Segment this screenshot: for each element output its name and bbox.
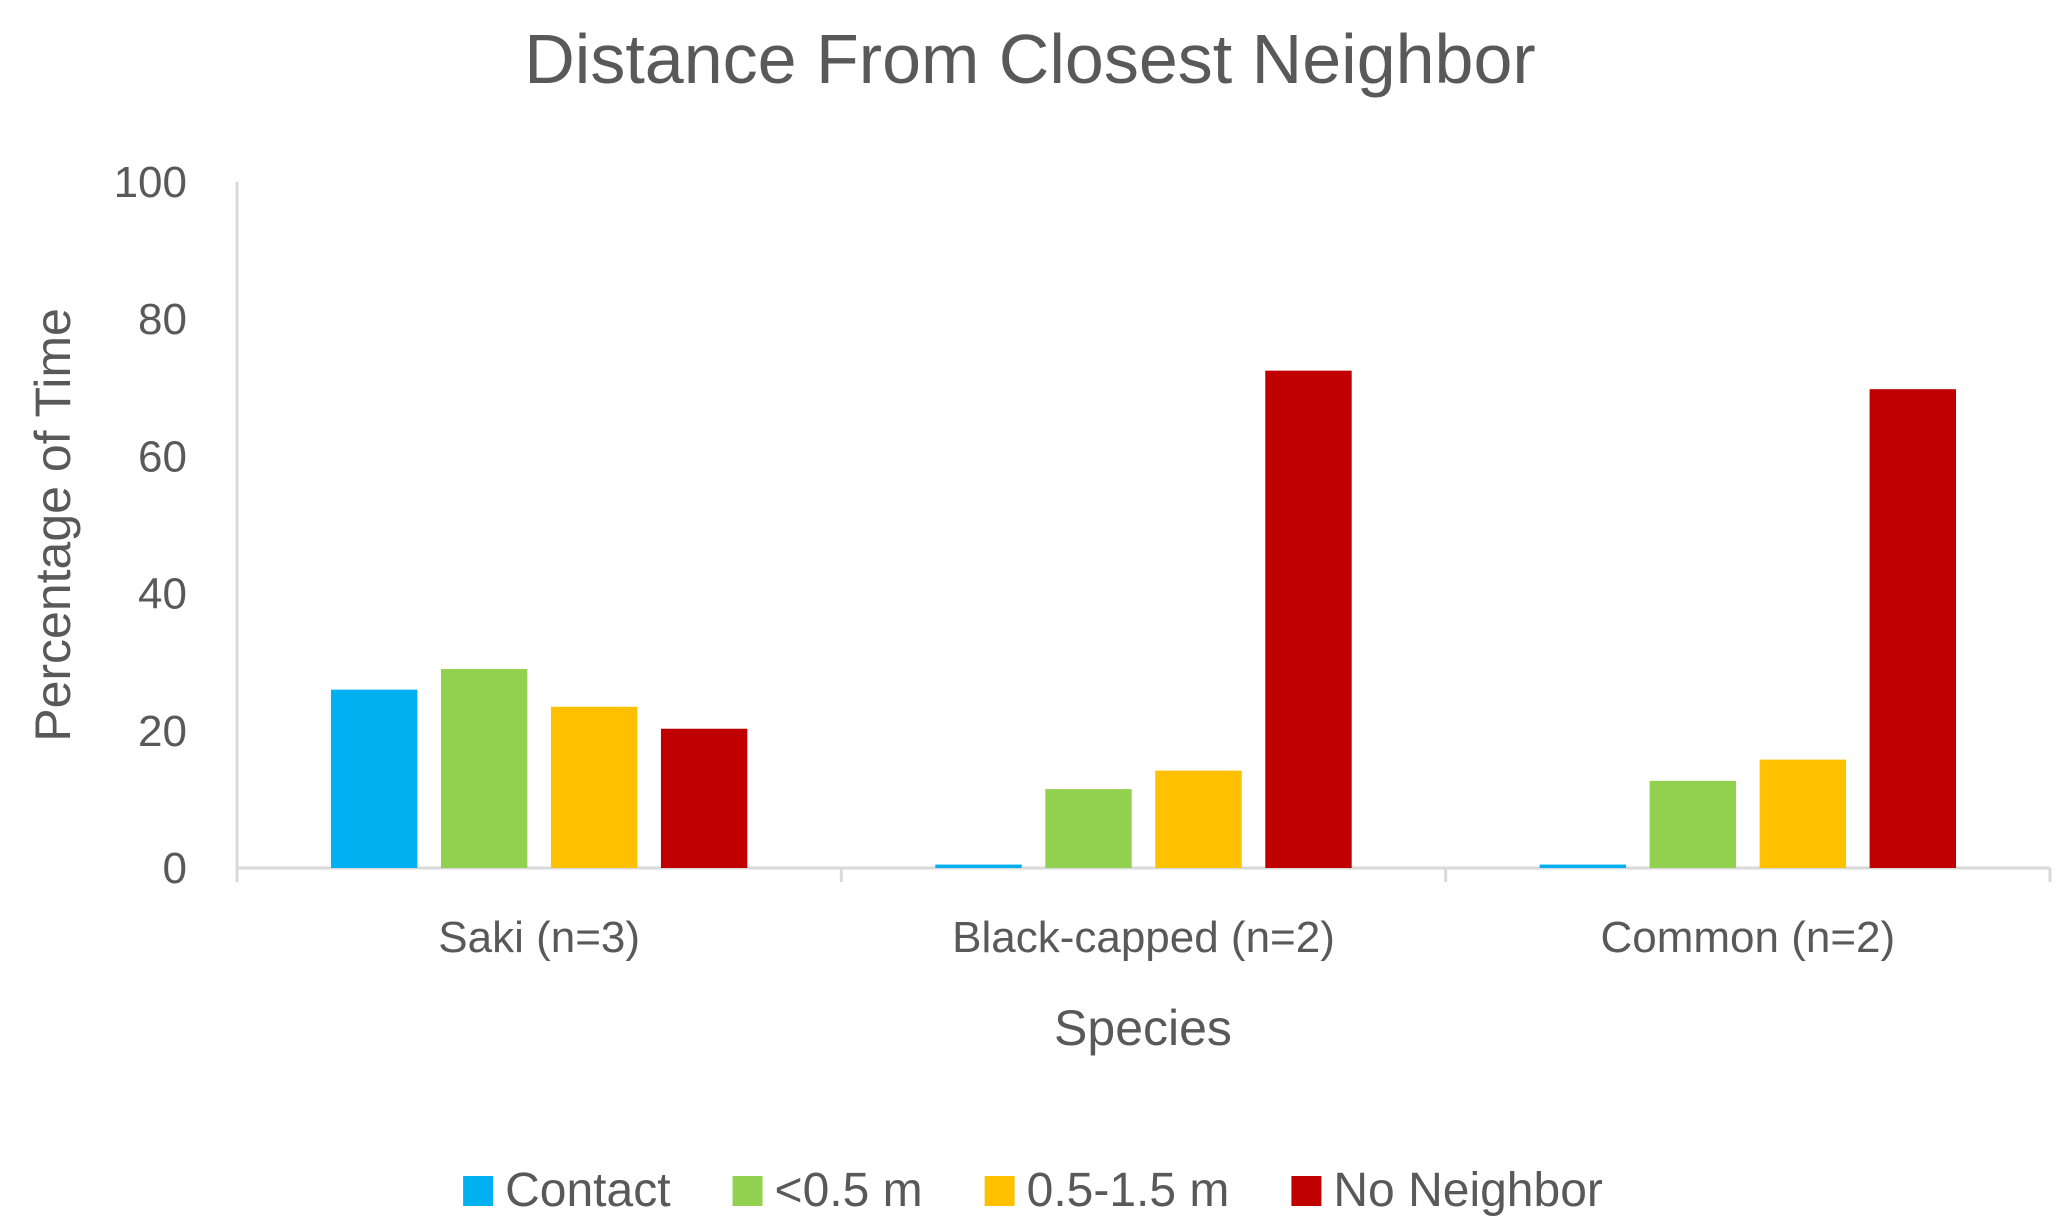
bar xyxy=(935,864,1022,868)
bar xyxy=(330,689,418,868)
bar xyxy=(1869,389,1957,868)
bar xyxy=(1265,370,1352,868)
y-tick-label: 40 xyxy=(138,570,187,619)
y-tick-label: 0 xyxy=(163,844,187,893)
legend-entry: No Neighbor xyxy=(1291,1164,1603,1217)
legend-entry: 0.5-1.5 m xyxy=(984,1164,1230,1217)
bar xyxy=(1759,759,1847,868)
x-axis-title: Species xyxy=(1054,1000,1232,1056)
bar xyxy=(1045,789,1132,868)
x-axis-labels: Saki (n=3) Black-capped (n=2) Common (n=2) xyxy=(438,913,1895,962)
x-tick-label: Black-capped (n=2) xyxy=(952,913,1335,962)
bar xyxy=(660,728,748,868)
legend-swatch xyxy=(984,1176,1015,1206)
legend-label: No Neighbor xyxy=(1333,1164,1603,1217)
legend-label: 0.5-1.5 m xyxy=(1027,1164,1230,1217)
y-tick-label: 60 xyxy=(138,432,187,481)
bar xyxy=(1539,864,1627,868)
bar xyxy=(1649,780,1737,868)
legend-swatch xyxy=(732,1176,763,1206)
legend-entry: <0.5 m xyxy=(732,1164,923,1217)
y-axis-title: Percentage of Time xyxy=(25,308,81,742)
bar xyxy=(1155,770,1242,868)
bar xyxy=(440,669,528,868)
x-tick-label: Common (n=2) xyxy=(1600,913,1895,962)
legend: Contact <0.5 m 0.5-1.5 m No Neighbor xyxy=(463,1164,1603,1217)
legend-entry: Contact xyxy=(463,1164,671,1217)
legend-swatch xyxy=(463,1176,494,1206)
legend-label: <0.5 m xyxy=(775,1164,923,1217)
y-axis-ticks: 0 20 40 60 80 100 xyxy=(114,158,187,893)
y-tick-label: 100 xyxy=(114,158,187,207)
legend-label: Contact xyxy=(505,1164,670,1217)
x-axis-category-ticks xyxy=(235,868,2052,882)
y-tick-label: 80 xyxy=(138,295,187,344)
legend-swatch xyxy=(1291,1176,1322,1206)
y-tick-label: 20 xyxy=(138,707,187,756)
bars xyxy=(330,370,1957,868)
bar xyxy=(550,706,638,868)
x-tick-label: Saki (n=3) xyxy=(438,913,640,962)
chart-title: Distance From Closest Neighbor xyxy=(524,20,1535,98)
